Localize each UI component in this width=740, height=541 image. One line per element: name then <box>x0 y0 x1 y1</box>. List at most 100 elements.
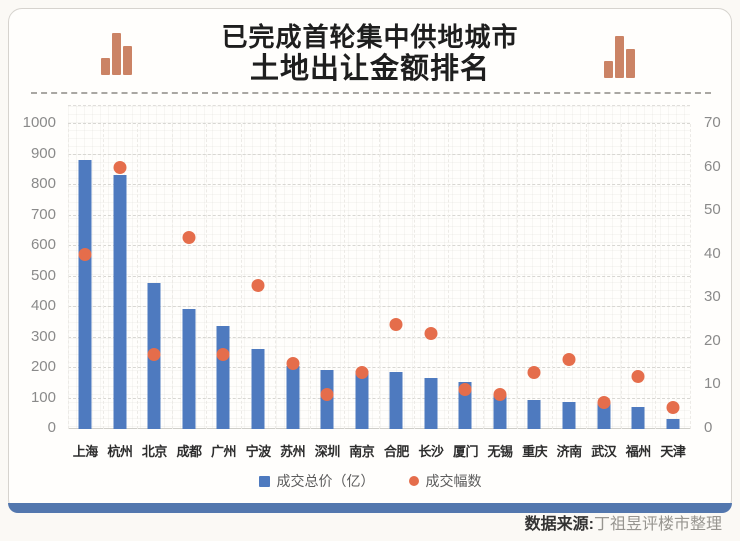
bar-天津 <box>666 418 680 429</box>
gridline <box>68 123 690 124</box>
chart-column <box>621 124 656 429</box>
dot-天津 <box>666 400 680 414</box>
gridline-vertical <box>620 124 622 429</box>
chart-column <box>172 124 207 429</box>
gridline-vertical <box>690 124 691 429</box>
chart-column <box>68 124 103 429</box>
legend-bar-swatch <box>258 475 270 487</box>
legend-item-bars: 成交总价（亿） <box>258 471 375 491</box>
bar-chart-icon <box>604 36 638 78</box>
chart-column <box>379 124 414 429</box>
left-axis-tick: 0 <box>47 419 56 436</box>
dot-苏州 <box>286 357 300 371</box>
x-axis-labels: 上海 杭州 北京 成都 广州 宁波 苏州 深圳 南京 合肥 长沙 厦门 无锡 重庆 济南 武汉 福州 天津 <box>68 442 690 462</box>
right-axis-tick: 50 <box>704 201 721 219</box>
dot-武汉 <box>597 396 611 410</box>
dot-广州 <box>216 348 230 362</box>
gridline-vertical <box>275 124 277 429</box>
data-source: 数据来源:丁祖昱评楼市整理 <box>525 514 722 536</box>
x-label-宁波: 宁波 <box>245 444 272 459</box>
right-axis-tick: 40 <box>704 244 721 262</box>
bar-合肥 <box>389 372 403 429</box>
right-axis-tick: 20 <box>704 331 721 349</box>
dot-厦门 <box>458 383 472 397</box>
dot-长沙 <box>424 326 438 340</box>
x-label-厦门: 厦门 <box>452 444 479 459</box>
right-axis-tick: 60 <box>704 157 721 175</box>
gridline-vertical <box>517 124 519 429</box>
dashed-divider <box>31 92 711 94</box>
card-title-line2: 土地出让金额排名 <box>249 53 490 85</box>
x-label-成都: 成都 <box>176 444 202 459</box>
gridline-vertical <box>586 124 588 429</box>
card-title-line1: 已完成首轮集中供地城市 <box>221 22 519 52</box>
dot-杭州 <box>113 161 127 175</box>
card-header: 已完成首轮集中供地城市 土地出让金额排名 <box>9 21 731 86</box>
bar-福州 <box>631 407 645 429</box>
left-axis-ticks: 0 100 200 300 400 500 600 700 800 900 1000 <box>19 114 56 436</box>
gridline-vertical <box>344 124 346 429</box>
source-label: 数据来源: <box>524 516 594 533</box>
bar-武汉 <box>597 403 611 429</box>
bar-成都 <box>182 309 196 429</box>
dot-宁波 <box>251 278 265 292</box>
x-label-上海: 上海 <box>72 444 99 459</box>
chart-column <box>344 124 379 429</box>
x-label-深圳: 深圳 <box>314 444 341 459</box>
legend-bar-label: 成交总价（亿） <box>276 473 375 489</box>
bar-济南 <box>562 402 576 429</box>
plot-area <box>68 105 691 429</box>
right-axis-tick: 10 <box>704 375 721 393</box>
chart-column <box>448 124 483 429</box>
dot-济南 <box>562 352 576 366</box>
chart-card: 已完成首轮集中供地城市 土地出让金额排名 0 100 200 300 400 500 600… <box>8 8 732 513</box>
x-label-南京: 南京 <box>349 444 375 459</box>
chart-legend: 成交总价（亿） 成交幅数 <box>9 471 731 491</box>
left-axis-tick: 300 <box>30 327 56 345</box>
right-axis-tick: 0 <box>704 419 713 436</box>
left-axis-tick: 200 <box>30 358 56 375</box>
gridline-vertical <box>655 124 657 429</box>
card-bottom-accent <box>8 503 732 513</box>
gridline-vertical <box>137 124 139 429</box>
x-label-济南: 济南 <box>556 444 583 459</box>
bar-重庆 <box>527 400 541 429</box>
chart-column <box>310 124 345 429</box>
bar-南京 <box>355 371 369 429</box>
x-label-长沙: 长沙 <box>418 444 444 459</box>
x-label-苏州: 苏州 <box>280 444 306 459</box>
right-axis-ticks: 0 10 20 30 40 50 60 70 <box>698 114 732 436</box>
chart-column <box>103 124 138 429</box>
left-axis-tick: 1000 <box>22 114 56 131</box>
bar-长沙 <box>424 377 438 429</box>
left-axis-tick: 800 <box>30 175 56 192</box>
chart-column <box>517 124 552 429</box>
bar-苏州 <box>286 365 300 429</box>
x-label-天津: 天津 <box>660 444 686 459</box>
gridline-vertical <box>448 124 450 429</box>
chart-column <box>241 124 276 429</box>
dot-北京 <box>147 348 161 362</box>
left-axis-tick: 700 <box>30 205 56 223</box>
gridline-vertical <box>379 124 380 429</box>
dot-南京 <box>355 365 369 379</box>
dot-合肥 <box>389 317 403 331</box>
legend-item-dots: 成交幅数 <box>408 471 482 491</box>
chart-column <box>137 124 172 429</box>
dot-上海 <box>78 248 92 262</box>
chart-column <box>275 124 310 429</box>
bar-宁波 <box>251 348 265 429</box>
gridline-vertical <box>413 124 415 429</box>
gridline-vertical <box>551 124 553 429</box>
x-label-杭州: 杭州 <box>107 444 133 459</box>
gridline-vertical <box>309 124 311 429</box>
dot-无锡 <box>493 387 507 401</box>
x-label-无锡: 无锡 <box>487 444 514 459</box>
x-label-重庆: 重庆 <box>522 444 548 459</box>
legend-dot-label: 成交幅数 <box>425 473 482 489</box>
left-axis-tick: 500 <box>30 266 56 284</box>
x-label-福州: 福州 <box>625 444 652 459</box>
gridline-vertical <box>171 124 173 429</box>
x-label-广州: 广州 <box>211 444 237 459</box>
